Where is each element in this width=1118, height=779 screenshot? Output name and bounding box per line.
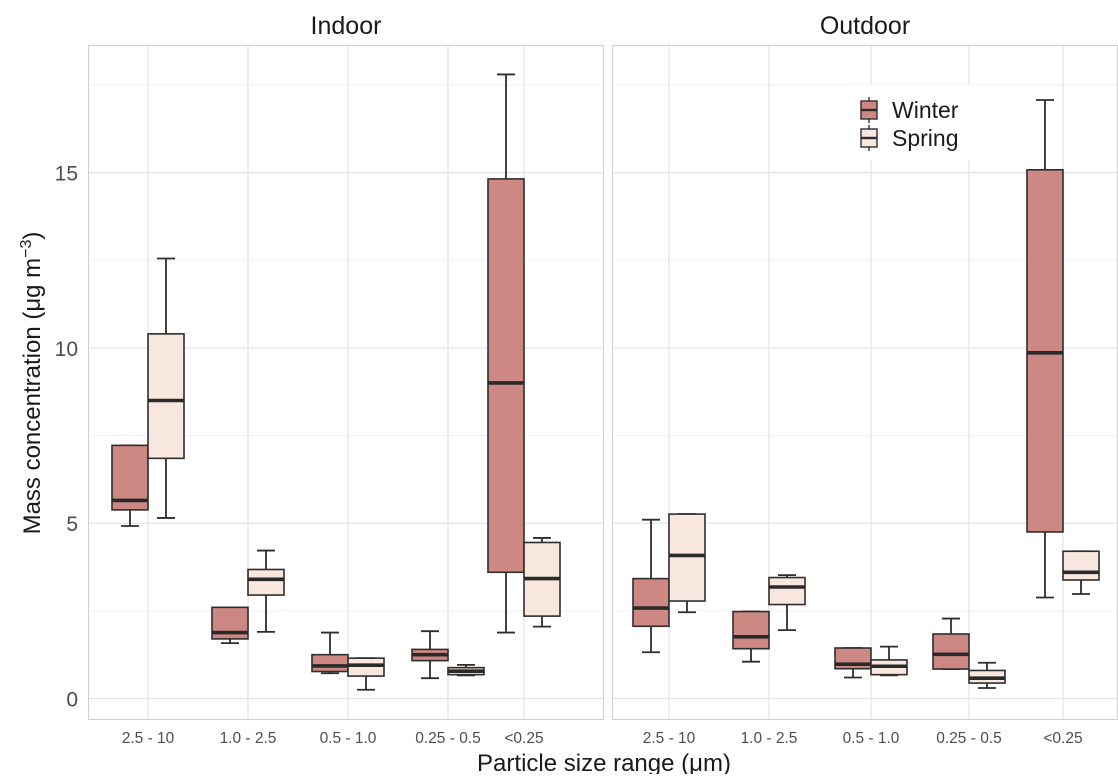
box-winter (111, 444, 149, 527)
x-tick-label: 0.25 - 0.5 (936, 730, 1002, 747)
box (932, 633, 970, 670)
box-spring (1062, 550, 1100, 595)
panel-title: Outdoor (820, 12, 910, 40)
box-winter (932, 617, 970, 670)
legend-label: Winter (892, 97, 959, 123)
box (487, 178, 525, 574)
box-spring (870, 645, 908, 677)
x-tick-label: 0.5 - 1.0 (843, 730, 900, 747)
box-winter (411, 630, 449, 680)
x-tick-label: 1.0 - 2.5 (220, 730, 277, 747)
x-tick-label: 1.0 - 2.5 (741, 730, 798, 747)
panel-title: Indoor (311, 12, 382, 40)
box-winter (834, 647, 872, 679)
box (247, 568, 285, 596)
box (1062, 550, 1100, 581)
x-axis-label: Particle size range (μm) (477, 750, 731, 774)
box-spring (523, 537, 561, 628)
box-spring (347, 657, 385, 691)
x-tick-label: <0.25 (504, 730, 543, 747)
x-tick-label: 0.25 - 0.5 (415, 730, 481, 747)
box (1026, 168, 1064, 533)
box-winter (1026, 99, 1064, 599)
x-tick-label: 0.5 - 1.0 (320, 730, 377, 747)
box (668, 513, 706, 602)
y-tick-label: 10 (55, 338, 78, 361)
x-tick-label: 2.5 - 10 (122, 730, 175, 747)
box (732, 610, 770, 650)
box-spring (147, 257, 185, 519)
box-spring (447, 663, 485, 677)
legend-key-winter (860, 97, 878, 123)
legend-label: Spring (892, 125, 958, 151)
panel-border (88, 45, 604, 720)
box-winter (211, 606, 249, 645)
box (311, 653, 349, 673)
box-winter (732, 610, 770, 663)
box (768, 576, 806, 606)
box-winter (311, 631, 349, 675)
legend-key-spring (860, 125, 878, 151)
box (147, 333, 185, 460)
box-spring (768, 574, 806, 632)
box-spring (247, 549, 285, 633)
box-spring (668, 513, 706, 614)
x-tick-label: 2.5 - 10 (643, 730, 696, 747)
y-tick-label: 15 (55, 163, 78, 186)
box-spring (968, 661, 1006, 689)
box (632, 577, 670, 628)
y-tick-label: 0 (66, 689, 78, 712)
box (347, 657, 385, 677)
y-axis-label: Mass concentration (μg m−3) (18, 232, 46, 535)
x-tick-label: <0.25 (1043, 730, 1082, 747)
box-winter (632, 518, 670, 654)
y-tick-label: 5 (66, 513, 78, 536)
box-winter (487, 73, 525, 634)
